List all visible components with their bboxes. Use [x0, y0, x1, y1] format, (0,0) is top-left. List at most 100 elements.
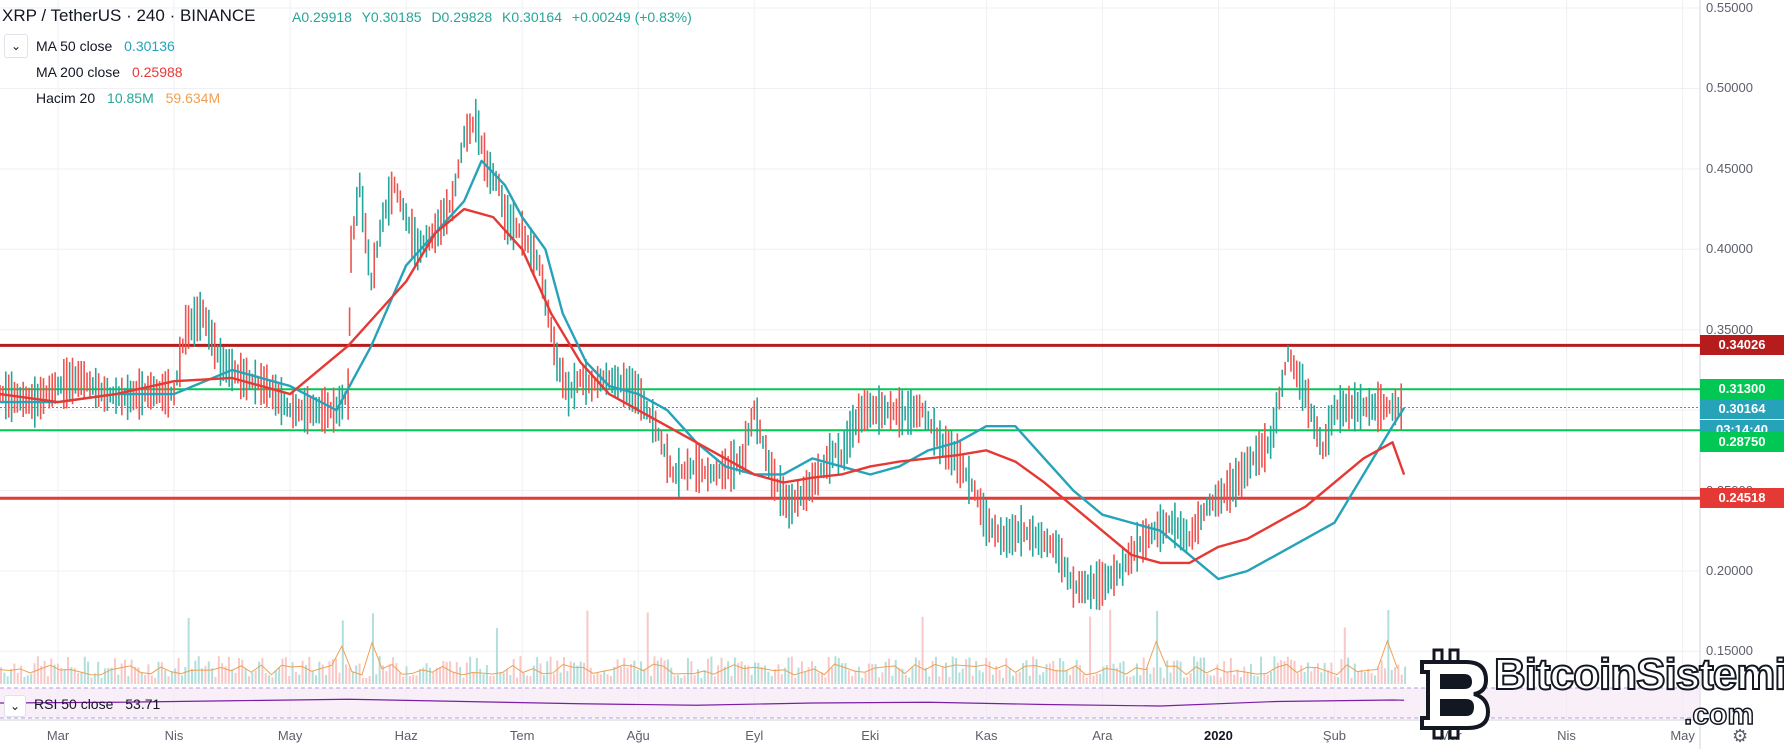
volume-bar [1068, 675, 1071, 684]
volume-bar [392, 657, 395, 684]
volume-bar [1303, 672, 1306, 684]
volume-bar [991, 674, 994, 684]
volume-bar [1072, 667, 1075, 684]
volume-bar [774, 669, 777, 684]
volume-bar [573, 662, 576, 684]
volume-bar [1132, 675, 1135, 684]
volume-bar [264, 673, 267, 684]
volume-bar [1383, 668, 1386, 684]
volume-bar [1015, 672, 1018, 684]
volume-bar [807, 667, 810, 684]
volume-bar [918, 660, 921, 684]
volume-bar [891, 675, 894, 684]
ma200-legend[interactable]: MA 200 close 0.25988 [36, 64, 183, 80]
volume-bar [1136, 663, 1139, 684]
volume-bar [1236, 669, 1239, 684]
volume-bar [425, 663, 428, 684]
volume-bar [365, 677, 368, 684]
volume-bar [1323, 662, 1326, 684]
volume-bar [284, 657, 287, 684]
volume-bar [432, 672, 435, 684]
volume-bar [1253, 675, 1256, 684]
volume-bar [345, 664, 348, 684]
rsi-pane [0, 687, 1700, 719]
volume-bar [948, 676, 951, 684]
volume-bar [472, 672, 475, 684]
volume-ma-value: 59.634M [165, 90, 221, 106]
volume-bar [965, 659, 968, 684]
ma50-legend[interactable]: MA 50 close 0.30136 [36, 38, 175, 54]
volume-bar [599, 674, 602, 684]
volume-bar [693, 675, 696, 684]
price-axis-label: 0.30164 [1700, 398, 1784, 419]
volume-bar [747, 665, 750, 684]
volume-bar [697, 669, 700, 684]
volume-bar [144, 674, 147, 684]
volume-bar [1001, 677, 1004, 684]
volume-bar [633, 660, 636, 684]
volume-bar [928, 676, 931, 684]
volume-legend[interactable]: Hacim 20 10.85M 59.634M [36, 90, 220, 106]
volume-bar [418, 668, 421, 684]
volume-bar [120, 663, 123, 684]
volume-bar [201, 668, 204, 684]
volume-bar [1105, 665, 1108, 684]
volume-bar [412, 674, 415, 684]
volume-bar [1079, 665, 1082, 684]
volume-bar [271, 677, 274, 684]
volume-bar [623, 657, 626, 684]
volume-bar [247, 676, 250, 684]
volume-bar [492, 676, 495, 684]
price-axis-label: 0.28750 [1700, 432, 1784, 453]
volume-bar [191, 668, 194, 684]
volume-bar [224, 666, 227, 684]
ma200-value: 0.25988 [131, 64, 183, 80]
volume-bar [837, 657, 840, 684]
volume-bar [46, 676, 49, 684]
volume-bar [244, 668, 247, 684]
time-tick: Nis [164, 728, 184, 743]
volume-bar [1038, 674, 1041, 684]
volume-bar [713, 676, 716, 684]
volume-bar [1062, 661, 1065, 684]
time-tick: May [277, 728, 303, 743]
volume-bar [422, 667, 425, 684]
volume-bar [556, 660, 559, 684]
ohlc-high: Y0.30185 [361, 9, 422, 25]
volume-bar [1099, 673, 1102, 684]
volume-bar [680, 677, 683, 684]
volume-bar [606, 674, 609, 684]
symbol-title-text: XRP / TetherUS · 240 · BINANCE [2, 6, 256, 25]
ma50-label: MA 50 close [36, 38, 113, 54]
rsi-legend[interactable]: RSI 50 close 53.71 [34, 696, 160, 712]
volume-bar [237, 658, 240, 684]
volume-bar [670, 667, 673, 684]
volume-bar [1025, 660, 1028, 684]
volume-bar [546, 661, 549, 684]
price-tick: 0.35000 [1706, 321, 1753, 337]
volume-bar [321, 664, 324, 684]
volume-bar [258, 661, 261, 684]
volume-bar [810, 661, 813, 684]
rsi-value: 53.71 [125, 696, 161, 712]
gear-icon[interactable]: ⚙ [1732, 726, 1749, 746]
volume-bar [643, 669, 646, 684]
ma50-line [0, 159, 1406, 581]
volume-bar [442, 660, 445, 684]
volume-bar [234, 672, 237, 684]
volume-bar [33, 663, 36, 684]
symbol-title[interactable]: XRP / TetherUS · 240 · BINANCE [2, 6, 256, 26]
legend-collapse-button[interactable]: ⌄ [4, 34, 28, 58]
volume-bar [1139, 675, 1142, 684]
volume-bar [288, 676, 291, 684]
time-tick: Ağu [626, 728, 650, 743]
volume-bar [1162, 677, 1165, 684]
volume-bar [231, 669, 234, 684]
volume-bar [117, 674, 120, 684]
rsi-collapse-button[interactable]: ⌄ [4, 695, 26, 717]
bitcoinsistemi-watermark: BitcoinSistemi .com [1416, 648, 1784, 744]
bitcoin-logo-icon [1420, 648, 1491, 740]
volume-bar [1192, 656, 1195, 684]
volume-bar [355, 665, 358, 684]
